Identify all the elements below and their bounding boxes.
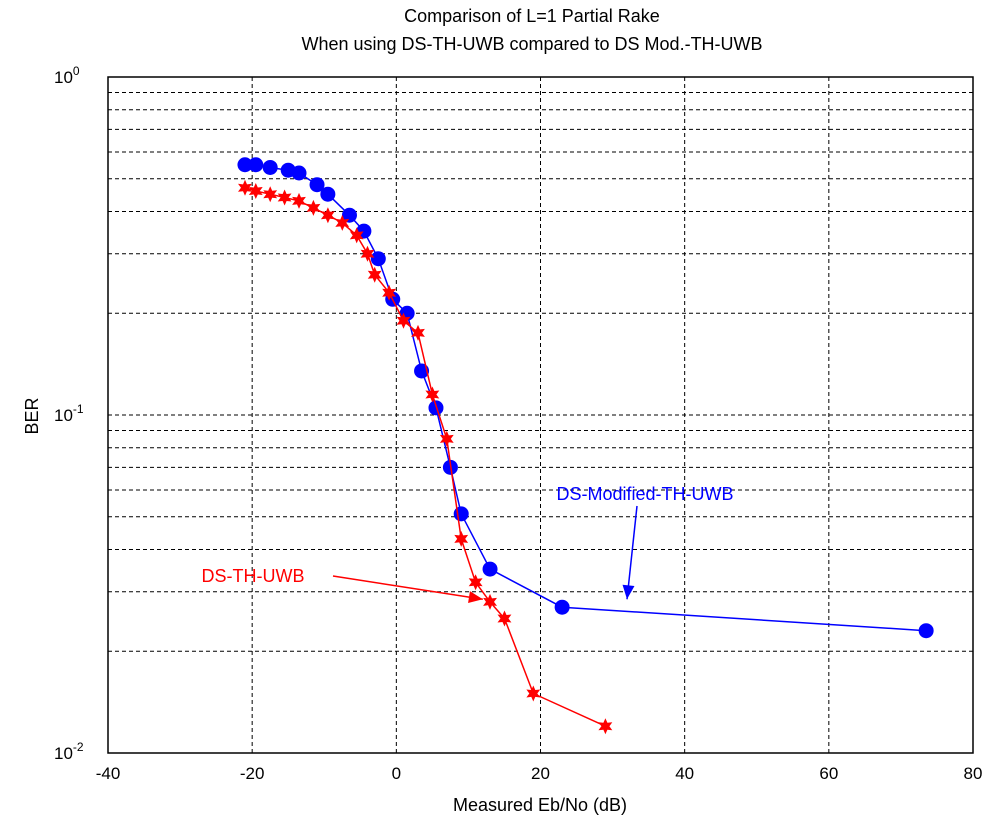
- y-tick-label: 10-1: [54, 402, 84, 425]
- annotation-ds-th-uwb: DS-TH-UWB: [202, 566, 305, 586]
- annotation-ds-th-uwb-arrow-head: [468, 591, 483, 604]
- x-tick-label: 20: [531, 764, 550, 783]
- data-point: [320, 207, 335, 224]
- x-tick-labels: -40 -20 0 20 40 60 80: [96, 764, 983, 783]
- data-point: [335, 214, 350, 231]
- x-tick-label: 80: [964, 764, 983, 783]
- data-point: [370, 251, 386, 267]
- chart-title-line-1: Comparison of L=1 Partial Rake: [404, 6, 660, 26]
- data-point: [306, 199, 321, 216]
- data-point: [598, 718, 613, 735]
- data-point: [468, 574, 483, 591]
- data-point: [277, 189, 292, 206]
- annotation-ds-th-uwb-arrow-line: [332, 575, 483, 601]
- data-point: [396, 312, 411, 329]
- data-point: [411, 324, 425, 341]
- grid: [108, 77, 973, 753]
- data-point: [248, 183, 263, 199]
- data-point: [425, 386, 440, 403]
- data-point: [292, 192, 306, 209]
- data-point: [238, 179, 252, 196]
- data-point: [453, 506, 469, 522]
- data-point: [554, 599, 570, 615]
- data-point: [483, 593, 497, 610]
- data-point: [291, 165, 307, 181]
- data-point: [248, 157, 264, 173]
- data-point: [454, 530, 469, 547]
- y-tick-label: 10-2: [54, 740, 84, 763]
- data-point: [918, 623, 934, 639]
- data-point: [320, 186, 336, 202]
- plot-area-frame: [107, 76, 974, 754]
- series-line: [244, 187, 606, 727]
- annotation-ds-modified-th-uwb-arrow-head: [622, 584, 635, 600]
- data-point: [382, 284, 397, 301]
- y-tick-labels: 10-2 10-1 100: [54, 64, 84, 763]
- data-point: [349, 227, 364, 244]
- x-tick-label: -20: [240, 764, 265, 783]
- data-point: [360, 245, 375, 262]
- x-tick-label: -40: [96, 764, 121, 783]
- series-layer: [237, 157, 934, 735]
- annotation-ds-modified-th-uwb: DS-Modified-TH-UWB: [556, 484, 733, 504]
- x-tick-label: 40: [675, 764, 694, 783]
- x-axis-label: Measured Eb/No (dB): [453, 795, 627, 815]
- y-axis-label: BER: [22, 397, 42, 434]
- x-tick-label: 0: [392, 764, 401, 783]
- data-point: [497, 610, 512, 627]
- x-tick-label: 60: [819, 764, 838, 783]
- data-point: [309, 177, 325, 193]
- data-point: [439, 430, 454, 447]
- chart-title-line-2: When using DS-TH-UWB compared to DS Mod.…: [301, 34, 762, 54]
- data-point: [263, 186, 278, 203]
- annotations-layer: DS-Modified-TH-UWB DS-TH-UWB: [202, 484, 734, 604]
- data-point: [482, 561, 498, 577]
- data-point: [237, 157, 253, 173]
- data-point: [526, 685, 541, 702]
- data-point: [341, 207, 357, 223]
- y-tick-label: 100: [54, 64, 80, 87]
- annotation-ds-modified-th-uwb-arrow-line: [626, 505, 638, 600]
- data-point: [262, 159, 278, 175]
- data-point: [367, 266, 382, 283]
